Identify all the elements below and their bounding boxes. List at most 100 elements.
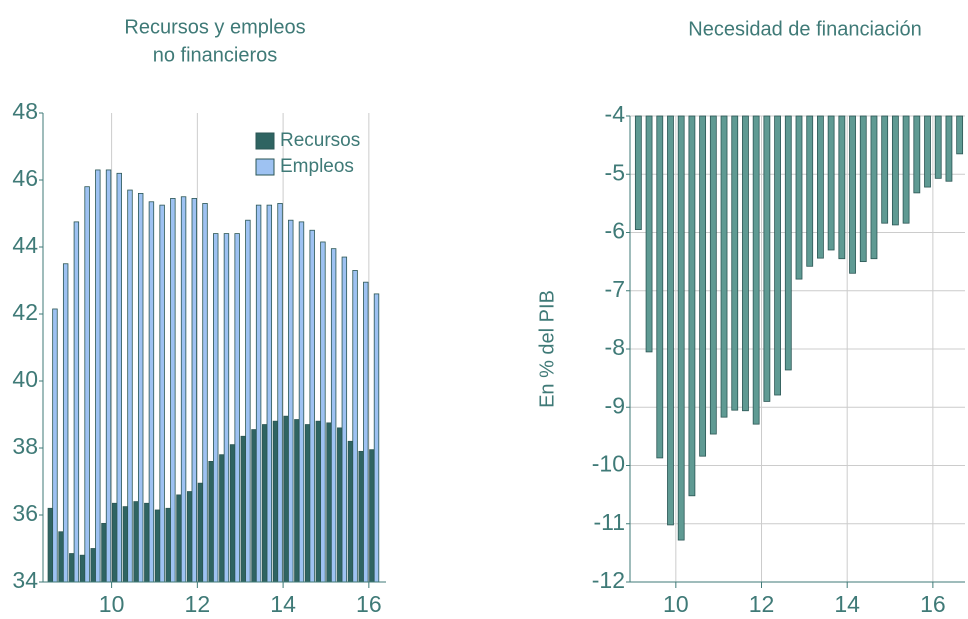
bar [95,169,101,583]
y-tick-label: 46 [12,165,38,191]
chart-title: no financieros [153,44,278,66]
y-tick-label: -8 [605,334,625,360]
bar [341,256,348,583]
bar [127,189,133,583]
bar [133,501,139,583]
bar [105,169,112,583]
bar [330,248,337,583]
y-tick-label: 48 [12,98,38,124]
bar [213,233,219,583]
y-tick-label: -11 [593,509,625,535]
bar [902,115,910,224]
bar [634,115,642,230]
bar [304,424,311,583]
y-tick-label: -12 [592,567,625,593]
bar [795,115,803,280]
bar [251,429,257,583]
bar [180,196,187,583]
bar [52,308,58,583]
y-tick-label: 34 [12,567,38,593]
bar [784,115,792,371]
bar [154,509,161,583]
bar [266,204,273,583]
bar [956,115,964,155]
x-tick-label: 14 [270,591,296,617]
bar [720,115,728,418]
bar [924,115,931,188]
bar [347,440,354,583]
y-tick-label: 38 [12,433,38,459]
bar [245,219,251,583]
bar [699,115,707,457]
bar [320,241,326,583]
bar [934,115,942,179]
bar [62,263,69,583]
bar [191,198,197,583]
bar [891,115,899,226]
chart-title: Recursos y empleos [124,16,305,38]
legend-label: Empleos [280,156,354,177]
bar [288,219,294,583]
bar [645,115,653,353]
bar [170,198,176,583]
legend-swatch [255,158,275,176]
bar [47,507,54,583]
bar [709,115,717,435]
bar [202,203,208,583]
y-tick-label: 42 [12,299,38,325]
bar [827,115,835,251]
bar [116,172,122,583]
bar [73,221,80,583]
bar [79,554,86,583]
bar [223,233,230,583]
bar [58,531,64,583]
bar [667,115,674,526]
bar [229,444,236,583]
y-tick-label: -5 [605,159,625,185]
bar [945,115,953,182]
bar [774,115,781,396]
bar [309,229,315,583]
bar [870,115,878,260]
bar [881,115,889,224]
bar [294,419,300,583]
x-tick-label: 16 [920,591,946,617]
legend-label: Recursos [280,130,360,151]
bar [159,204,165,583]
bar [283,415,289,583]
x-tick-label: 10 [663,591,689,617]
bar [315,420,322,583]
y-axis-label: En % del PIB [536,290,558,408]
bar [69,553,75,583]
bar [186,491,193,583]
x-tick-label: 12 [749,591,775,617]
y-tick-label: -9 [605,392,625,418]
bar [219,454,225,583]
bar [148,201,155,583]
y-tick-label: -6 [605,218,625,244]
bar [90,548,96,583]
bar [240,435,246,583]
x-tick-label: 14 [834,591,860,617]
bar [363,281,369,583]
bar [763,115,771,402]
bar [688,115,696,497]
bar [165,507,171,583]
bar [262,424,268,583]
y-tick-label: -7 [605,276,625,302]
bar [656,115,664,459]
y-tick-label: 36 [12,500,38,526]
bar [234,233,240,583]
bar [111,502,118,583]
bar [806,115,814,267]
bar [277,203,283,583]
y-tick-label: -10 [592,451,625,477]
bar [272,420,279,583]
x-tick-label: 12 [185,591,211,617]
bar [84,186,90,583]
bar [369,449,375,583]
bar [849,115,856,274]
bar [137,192,144,583]
y-tick-label: 40 [12,366,38,392]
